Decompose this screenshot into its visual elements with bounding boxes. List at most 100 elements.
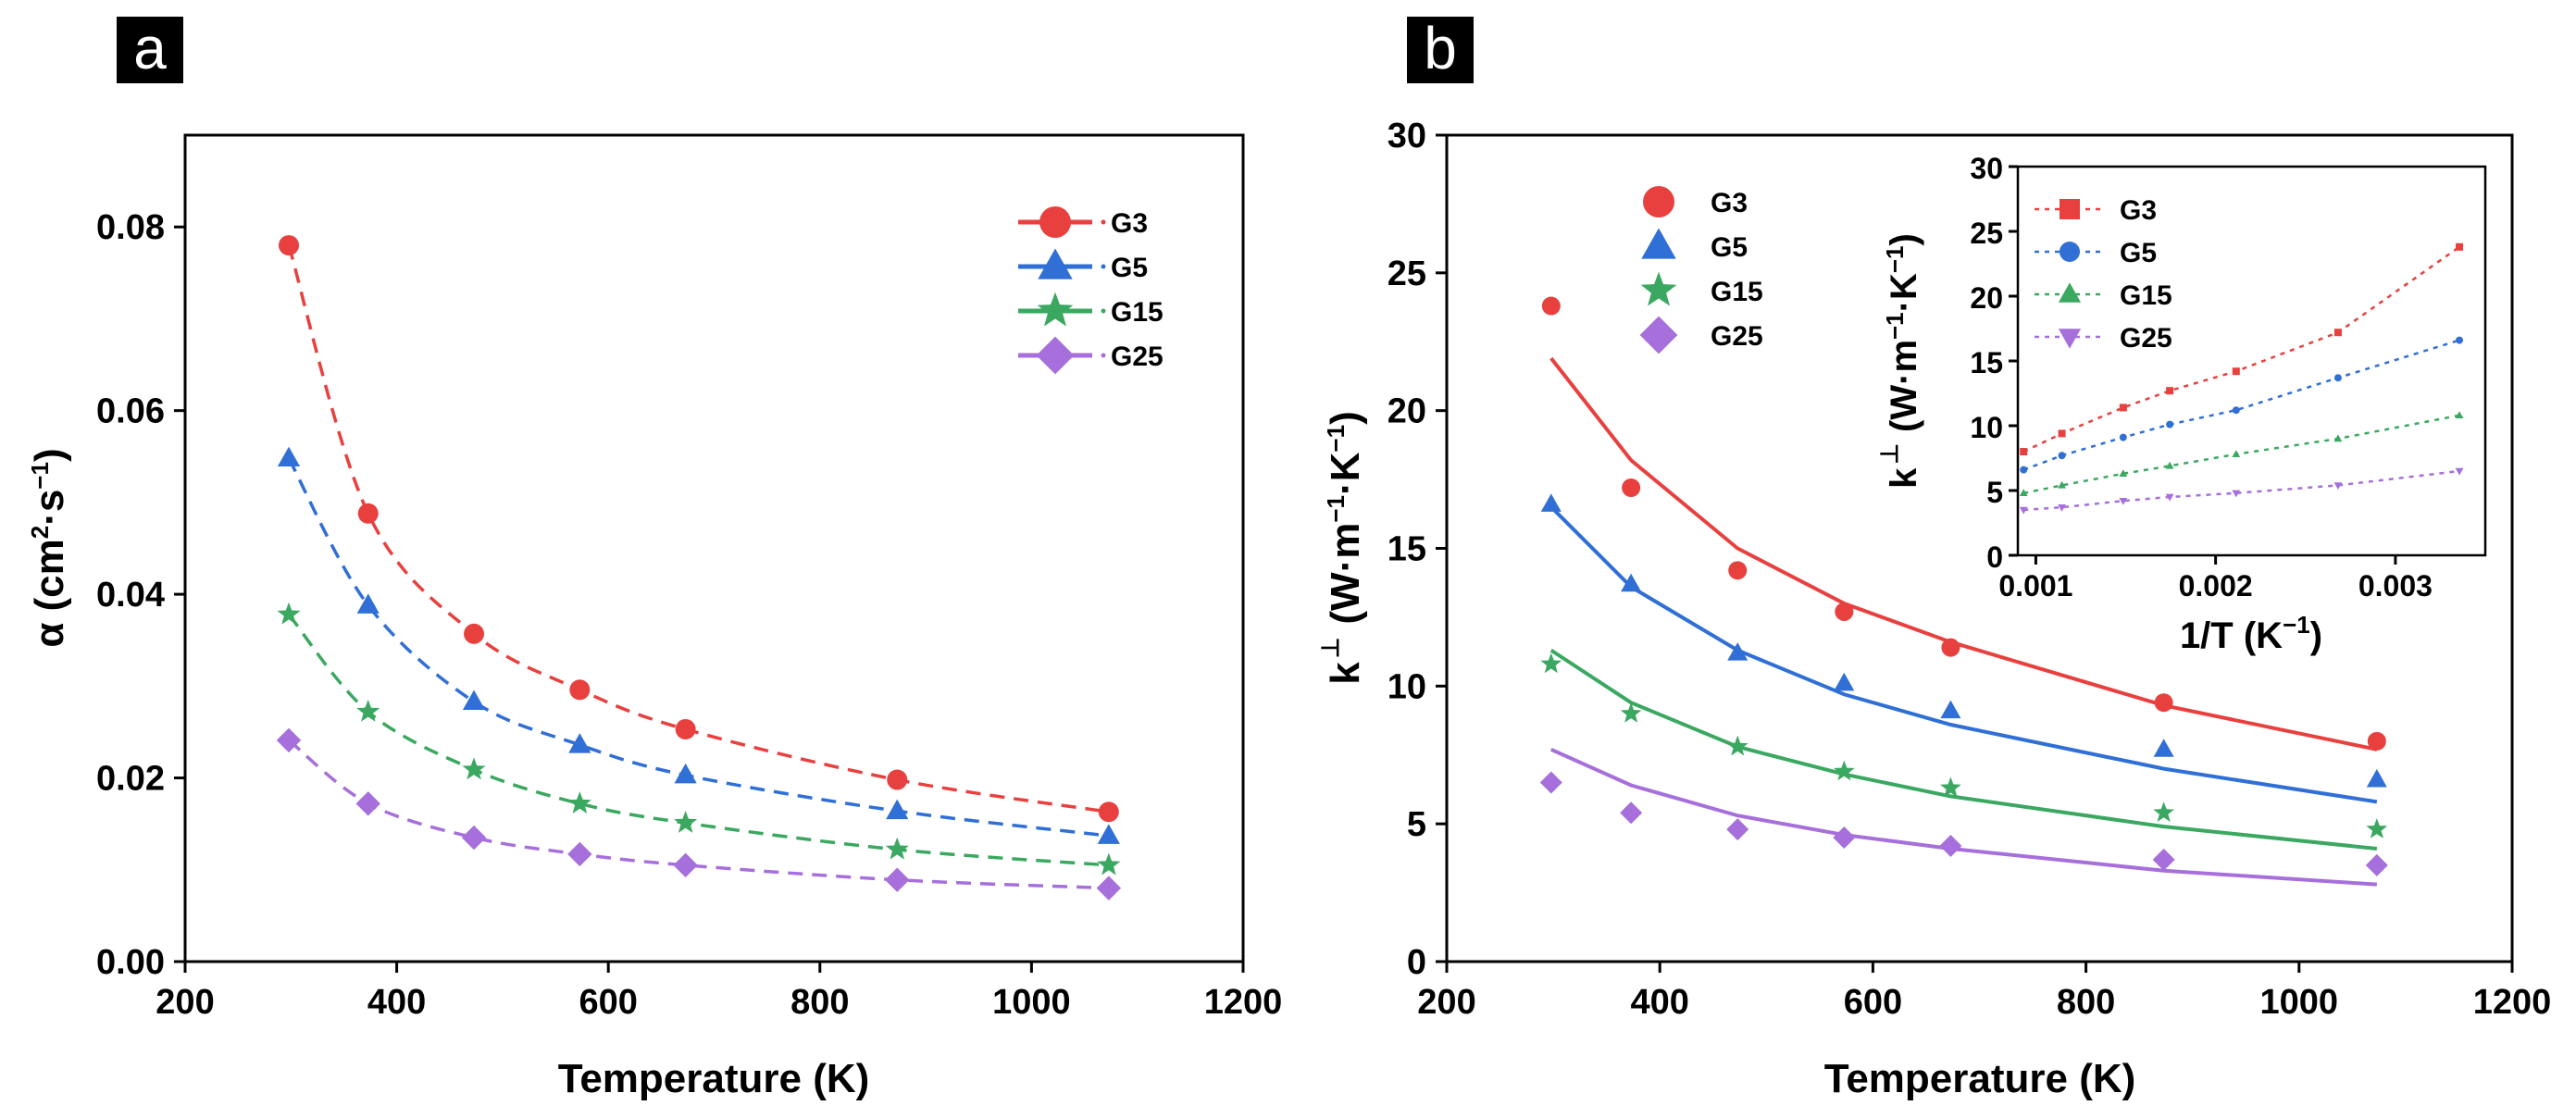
data-point-g15 bbox=[1940, 776, 1961, 798]
legend-dot-g3 bbox=[1101, 219, 1106, 225]
series-g15 bbox=[1540, 648, 2388, 851]
inset-series-g15 bbox=[2019, 411, 2464, 496]
chart-inset-legend: G3 G5 G15 G25 bbox=[2035, 195, 2172, 354]
x-tick-label: 1000 bbox=[2260, 983, 2339, 1022]
chart-a-ylabel-sup1: 2 bbox=[26, 526, 54, 539]
inset-point-g3 bbox=[2456, 242, 2464, 251]
data-point-g5 bbox=[886, 799, 909, 820]
data-point-g3 bbox=[1098, 801, 1119, 823]
series-g25 bbox=[276, 727, 1122, 901]
chart-b-ylabel-mid: ·K bbox=[1323, 452, 1368, 495]
inset-point-g15 bbox=[2455, 411, 2464, 418]
y-tick-label: 10 bbox=[1388, 667, 1426, 706]
chart-b-ylabel-sup1: −1 bbox=[1322, 495, 1350, 523]
data-point-g3 bbox=[357, 503, 379, 524]
chart-b-y-axis-title: k⊥(W·m−1·K−1) bbox=[1316, 411, 1368, 685]
data-point-g5 bbox=[462, 689, 486, 711]
data-point-g3 bbox=[1835, 602, 1854, 621]
y-tick-label: 5 bbox=[1407, 805, 1426, 844]
x-tick-label: 800 bbox=[790, 983, 849, 1022]
legend-label-g25: G25 bbox=[1711, 321, 1763, 352]
inset-point-g3 bbox=[2119, 404, 2127, 412]
inset-point-g3 bbox=[2166, 387, 2174, 395]
inset-point-g5 bbox=[2119, 433, 2127, 441]
data-point-g15 bbox=[356, 699, 380, 722]
series-g25 bbox=[1539, 747, 2388, 887]
inset-point-g25 bbox=[2165, 493, 2174, 502]
y-tick-label: 10 bbox=[1970, 411, 2003, 444]
legend-label-g15: G15 bbox=[1711, 277, 1763, 307]
data-point-g15 bbox=[885, 837, 909, 860]
chart-inset-background bbox=[1944, 167, 2495, 555]
inset-point-g15 bbox=[2019, 489, 2028, 496]
series-line-g25 bbox=[287, 739, 1109, 890]
panel-a-tag: a bbox=[117, 15, 183, 83]
data-point-g5 bbox=[2153, 739, 2174, 757]
y-tick-label: 25 bbox=[1970, 217, 2003, 250]
chart-inset-ylabel-mid: ·K bbox=[1884, 273, 1924, 312]
fit-line-g15 bbox=[1549, 648, 2378, 851]
inset-point-g5 bbox=[2456, 336, 2464, 344]
legend-marker-g25 bbox=[1639, 316, 1678, 354]
chart-a-ticks: 200 400 600 800 1000 1200 0.00 0.02 0.04 0.06 0.08 bbox=[96, 208, 1282, 1022]
y-tick-label: 0 bbox=[1986, 540, 2003, 574]
data-point-g25 bbox=[2152, 848, 2175, 871]
legend-label-g25: G25 bbox=[1111, 342, 1164, 372]
data-point-g5 bbox=[1834, 672, 1855, 691]
y-tick-label: 15 bbox=[1970, 346, 2003, 379]
chart-inset-series bbox=[2019, 242, 2464, 515]
chart-b-ylabel-open: (W·m bbox=[1323, 523, 1368, 625]
data-point-g15 bbox=[1540, 652, 1562, 674]
inset-point-g3 bbox=[2232, 367, 2240, 376]
series-g3 bbox=[279, 235, 1119, 823]
chart-b-ylabel-sup2: −1 bbox=[1322, 425, 1350, 453]
y-tick-label: 0.02 bbox=[96, 760, 165, 799]
legend-label-g5: G5 bbox=[1711, 232, 1748, 263]
data-point-g5 bbox=[1727, 642, 1748, 661]
legend-label-g3: G3 bbox=[1711, 188, 1748, 218]
series-line-g3 bbox=[287, 244, 1110, 814]
x-tick-label: 1200 bbox=[1204, 983, 1283, 1022]
inset-legend-marker-g3 bbox=[2060, 199, 2080, 219]
chart-a-y-axis-title: α (cm2·s−1) bbox=[26, 448, 72, 647]
data-point-g3 bbox=[1728, 561, 1748, 580]
series-g5 bbox=[1540, 493, 2387, 804]
chart-inset-ticks: 0.001 0.002 0.003 0 5 10 15 20 25 30 bbox=[1970, 152, 2433, 602]
chart-inset-ylabel-sup2: −1 bbox=[1881, 245, 1909, 273]
y-tick-label: 5 bbox=[1986, 476, 2003, 509]
chart-inset-ylabel-close: ) bbox=[1884, 233, 1924, 245]
inset-legend-marker-g5 bbox=[2060, 242, 2080, 262]
y-tick-label: 0.04 bbox=[96, 576, 165, 615]
inset-point-g25 bbox=[2019, 506, 2028, 515]
chart-inset-x-axis-title: 1/T (K−1) bbox=[2180, 611, 2322, 656]
data-point-g15 bbox=[1620, 702, 1642, 723]
data-point-g25 bbox=[1096, 876, 1122, 901]
chart-a-diffusivity: 200 400 600 800 1000 1200 0.00 0.02 0.04 0.06 0.08… bbox=[26, 133, 1282, 1101]
inset-point-g25 bbox=[2232, 490, 2241, 498]
legend-label-g5: G5 bbox=[1111, 253, 1148, 283]
legend-dot-g25 bbox=[1101, 353, 1106, 358]
inset-series-g3 bbox=[2020, 242, 2464, 455]
chart-b-ylabel-perp: ⊥ bbox=[1316, 638, 1344, 659]
legend-marker-g15 bbox=[1037, 292, 1074, 327]
y-tick-label: 0.06 bbox=[96, 392, 165, 431]
legend-marker-g3 bbox=[1643, 186, 1674, 217]
x-tick-label: 200 bbox=[156, 983, 214, 1022]
data-point-g25 bbox=[1726, 818, 1749, 841]
chart-a-plot-frame bbox=[183, 133, 1245, 963]
chart-a-ylabel-mid: ·s bbox=[27, 490, 72, 526]
inset-point-g25 bbox=[2119, 498, 2128, 505]
chart-inset-ylabel-perp: ⊥ bbox=[1875, 443, 1903, 465]
data-point-g25 bbox=[885, 867, 910, 892]
data-point-g15 bbox=[1097, 852, 1121, 876]
legend-marker-g5 bbox=[1038, 248, 1073, 280]
y-tick-label: 0.00 bbox=[96, 943, 165, 982]
data-point-g15 bbox=[1726, 735, 1748, 756]
data-point-g25 bbox=[461, 825, 487, 851]
data-point-g3 bbox=[1541, 296, 1561, 316]
data-point-g5 bbox=[1097, 824, 1120, 844]
x-tick-label: 0.001 bbox=[1998, 569, 2072, 602]
legend-marker-g3 bbox=[1039, 206, 1071, 238]
